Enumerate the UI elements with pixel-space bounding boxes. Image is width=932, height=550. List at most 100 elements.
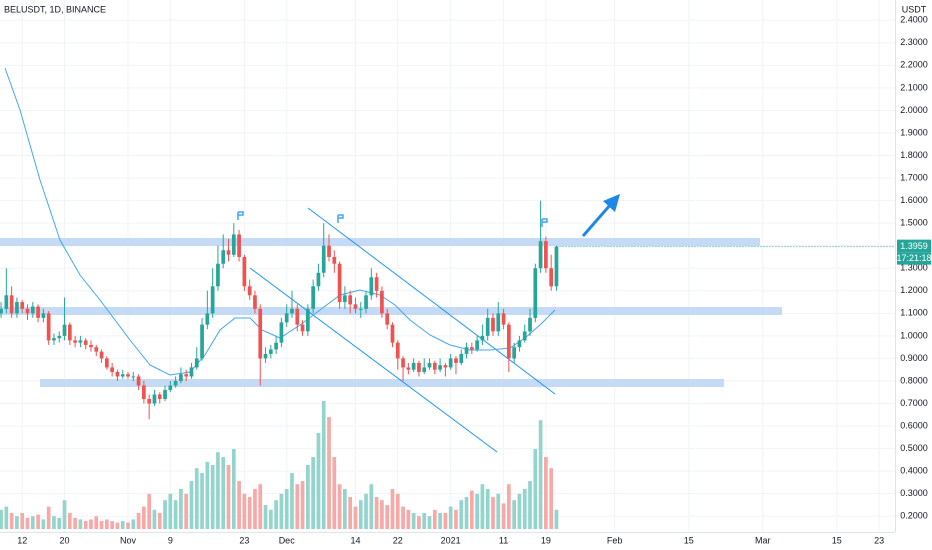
candle-body (173, 380, 178, 386)
y-tick-label: 2.3000 (900, 37, 928, 47)
volume-bar (73, 517, 77, 529)
volume-bar (57, 517, 62, 529)
x-tick-label: 23 (874, 535, 884, 545)
x-tick-label: Dec (279, 535, 296, 545)
x-tick-label: 15 (832, 535, 842, 545)
candle-body (9, 295, 14, 314)
volume-bar (136, 513, 141, 529)
volume-bar (406, 509, 411, 529)
volume-bar (422, 513, 427, 529)
candle-body (67, 324, 72, 341)
volume-bar (432, 509, 437, 529)
volume-bar (120, 521, 125, 529)
volume-bar (427, 516, 432, 529)
candle-body (364, 295, 368, 309)
x-tick-label: 19 (541, 535, 551, 545)
candle-body (290, 308, 294, 314)
volume-bar (99, 521, 104, 529)
volume-bar (4, 506, 9, 529)
volume-bar (20, 513, 25, 529)
candle-body (30, 306, 35, 314)
candle-body (184, 374, 189, 377)
candle-body (528, 317, 532, 332)
candle-body (25, 308, 30, 314)
candle-body (459, 353, 464, 363)
candle-body (126, 374, 130, 377)
volume-bar (226, 465, 231, 529)
volume-bar (385, 505, 390, 529)
volume-bar (147, 493, 152, 529)
volume-bar (316, 433, 321, 529)
candle-body (168, 385, 173, 390)
volume-bar (52, 516, 56, 529)
candle-body (94, 347, 99, 352)
volume-bar (15, 516, 19, 529)
y-tick-label: 0.3000 (900, 488, 928, 498)
candle-body (15, 302, 19, 314)
symbol-title: BELUSDT, 1D, BINANCE (4, 4, 106, 14)
volume-bar (343, 489, 347, 529)
volume-bar (200, 473, 204, 529)
candle-body (295, 308, 300, 325)
y-tick-label: 0.2000 (900, 511, 928, 521)
volume-bar (290, 473, 294, 529)
volume-bar (380, 500, 384, 529)
y-tick-label: 1.2000 (900, 285, 928, 295)
candle-body (533, 268, 538, 318)
volume-bar (62, 500, 67, 529)
channel-line (307, 207, 556, 395)
countdown-box (897, 252, 931, 265)
volume-bar (417, 516, 421, 529)
candle-body (332, 256, 337, 264)
volume-bar (443, 513, 448, 529)
channel-line (249, 267, 498, 453)
candle-body (216, 263, 220, 287)
volume-bar (157, 513, 162, 529)
candle-body (78, 340, 83, 343)
volume-bar (459, 500, 464, 529)
volume-bar (284, 489, 289, 529)
volume-bar (247, 497, 252, 529)
x-tick-label: Nov (120, 535, 137, 545)
volume-bar (501, 503, 506, 529)
candle-body (496, 313, 501, 332)
candle-body (242, 256, 247, 287)
volume-bar (348, 497, 353, 529)
volume-bar (274, 500, 278, 529)
candle-body (253, 295, 257, 309)
volume-bar (25, 517, 30, 529)
candle-body (115, 371, 120, 377)
candle-body (380, 290, 384, 314)
volume-bar (549, 468, 554, 529)
volume-bar (168, 493, 173, 529)
y-tick-label: 0.8000 (900, 375, 928, 385)
volume-bar (268, 509, 273, 529)
volume-bar (438, 513, 442, 529)
volume-bar (311, 457, 315, 529)
candle-body (20, 302, 25, 309)
volume-bar (67, 513, 72, 529)
candle-body (411, 362, 416, 370)
volume-bar (485, 489, 490, 529)
currency-label: USDT (902, 4, 927, 14)
y-tick-label: 1.3000 (900, 263, 928, 273)
candle-body (152, 394, 157, 404)
volume-bar (110, 521, 114, 529)
candle-body (104, 358, 109, 368)
candle-body (189, 367, 194, 377)
x-tick-label: 15 (684, 535, 694, 545)
candle-body (491, 317, 495, 332)
candle-body (200, 324, 204, 359)
volume-bar (242, 493, 247, 529)
candle-body (454, 358, 458, 363)
y-tick-label: 1.0000 (900, 330, 928, 340)
candle-body (110, 367, 114, 372)
candle-body (337, 263, 342, 303)
candle-body (475, 340, 479, 350)
arrow-shaft (581, 203, 613, 237)
volume-bar (395, 493, 400, 529)
volume-bar (205, 461, 210, 529)
y-tick-label: 1.9000 (900, 127, 928, 137)
resistance-zone (0, 238, 760, 246)
candle-body (205, 313, 210, 325)
